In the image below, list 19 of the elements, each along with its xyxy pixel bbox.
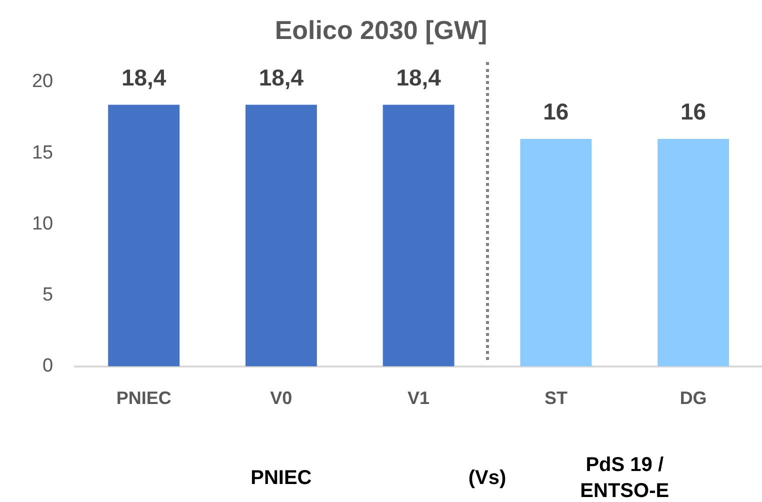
x-tick-label: PNIEC [116,388,172,408]
data-label: 18,4 [396,64,442,91]
chart-title: Eolico 2030 [GW] [274,15,488,46]
x-tick-label: V0 [270,388,292,408]
data-label: 18,4 [258,64,304,91]
text: (Vs) [468,466,506,491]
y-tick-label: 5 [42,284,54,306]
y-tick-label: 15 [32,142,54,164]
data-label: 16 [543,98,569,125]
x-tick-label: ST [544,388,568,408]
text: PdS 19 / ENTSO-E [579,453,670,502]
text: PNIEC [250,466,312,491]
data-label: 16 [680,98,706,125]
data-label: 18,4 [121,64,166,91]
x-tick-label: V1 [408,388,430,408]
y-tick-label: 10 [32,213,54,234]
y-tick-label: 0 [42,356,54,377]
x-tick-label: DG [680,388,707,408]
y-tick-label: 20 [32,71,54,92]
